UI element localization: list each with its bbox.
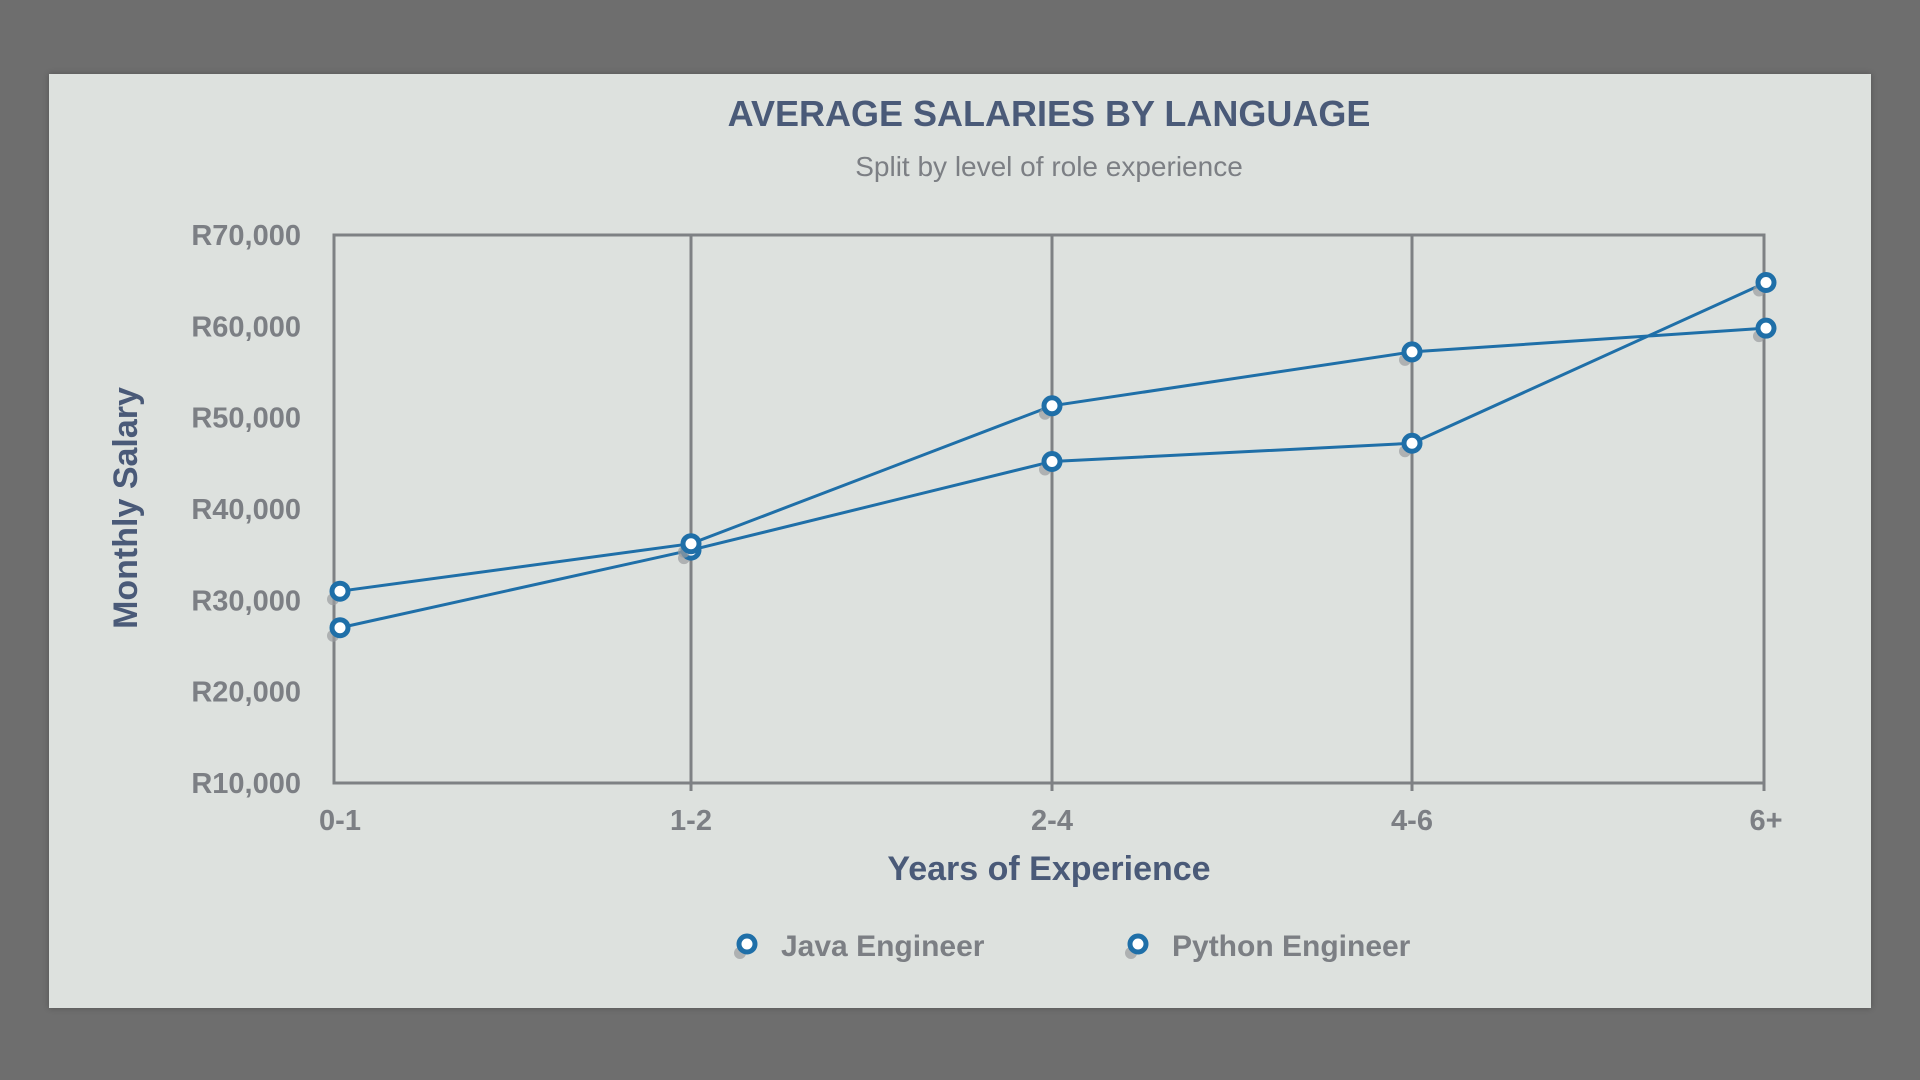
chart-title: AVERAGE SALARIES BY LANGUAGE — [728, 93, 1371, 134]
y-tick-label: R40,000 — [191, 494, 301, 526]
series-python-engineer — [327, 317, 1777, 606]
series-layer — [327, 271, 1777, 642]
data-point — [1755, 317, 1777, 339]
x-tick-label: 6+ — [1749, 805, 1782, 837]
data-point — [680, 533, 702, 555]
legend-item: Java Engineer — [734, 930, 985, 963]
line-chart: AVERAGE SALARIES BY LANGUAGE Split by le… — [107, 93, 1783, 963]
y-tick-label: R10,000 — [191, 768, 301, 800]
y-tick-label: R60,000 — [191, 311, 301, 343]
legend-item: Python Engineer — [1125, 930, 1411, 963]
data-point — [1041, 451, 1063, 473]
y-axis-ticks: R70,000 R60,000 R50,000 R40,000 R30,000 R20,0… — [191, 220, 301, 800]
x-tick-label: 4-6 — [1391, 805, 1433, 837]
chart-card: AVERAGE SALARIES BY LANGUAGE Split by le… — [49, 74, 1871, 1008]
legend-marker — [736, 933, 758, 955]
grid-layer — [332, 233, 1766, 791]
x-axis-label: Years of Experience — [887, 850, 1210, 888]
y-tick-label: R50,000 — [191, 403, 301, 435]
data-point — [329, 617, 351, 639]
x-axis-ticks: 0-1 1-2 2-4 4-6 6+ — [319, 805, 1783, 837]
x-tick-label: 1-2 — [670, 805, 712, 837]
y-tick-label: R20,000 — [191, 677, 301, 709]
x-tick-label: 0-1 — [319, 805, 361, 837]
y-axis-label: Monthly Salary — [107, 387, 145, 629]
data-point — [1755, 271, 1777, 293]
y-tick-label: R30,000 — [191, 585, 301, 617]
data-point — [1041, 395, 1063, 417]
data-point — [1401, 432, 1423, 454]
legend-label: Java Engineer — [781, 930, 985, 963]
legend: Java Engineer Python Engineer — [734, 930, 1411, 963]
chart-subtitle: Split by level of role experience — [855, 151, 1243, 182]
data-point — [329, 580, 351, 602]
y-tick-label: R70,000 — [191, 220, 301, 252]
plot-frame — [332, 233, 1766, 785]
data-point — [1401, 341, 1423, 363]
legend-label: Python Engineer — [1172, 930, 1411, 963]
legend-marker — [1127, 933, 1149, 955]
x-tick-label: 2-4 — [1031, 805, 1073, 837]
